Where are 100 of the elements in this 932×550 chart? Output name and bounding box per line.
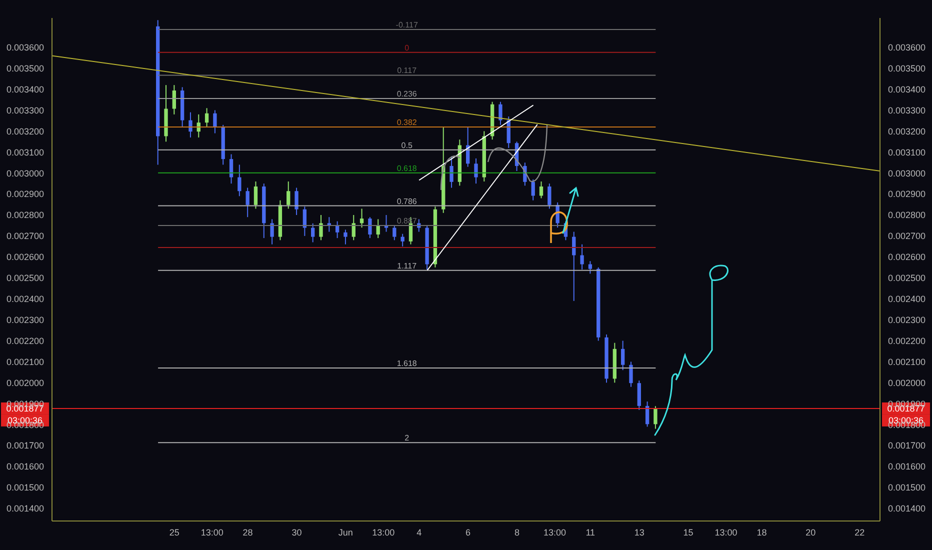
candlestick: [376, 218, 380, 239]
annotation: 0.618: [396, 164, 418, 173]
candlestick: [588, 260, 592, 274]
y2-tick-label: 0.002800: [888, 210, 926, 220]
y-tick-label: 0.002200: [6, 336, 44, 346]
y-tick-label: 0.002000: [6, 378, 44, 388]
candlestick: [498, 101, 502, 126]
y2-tick-label: 0.003500: [888, 63, 926, 74]
y2-tick-label: 0.003400: [888, 84, 926, 94]
y-tick-label: 0.003200: [6, 126, 44, 136]
y-tick-label: 0.003100: [6, 147, 44, 158]
x-tick-label: 30: [292, 527, 302, 538]
y-tick-label: 0.003300: [6, 105, 44, 116]
x-tick-label: 13:00: [372, 527, 395, 538]
y2-tick-label: 0.002000: [888, 378, 926, 388]
x-tick-label: Jun: [338, 527, 353, 538]
x-tick-label: 25: [169, 527, 180, 538]
candlestick: [474, 158, 478, 184]
y2-tick-label: 0.002300: [888, 314, 926, 325]
candlestick: [204, 108, 209, 128]
y-tick-label: 0.001500: [6, 482, 44, 493]
candlestick: [294, 187, 298, 216]
candlestick: [360, 208, 364, 228]
y-tick-label: 0.002600: [6, 252, 44, 262]
candlestick: [238, 164, 242, 197]
y2-tick-label: 0.003200: [888, 126, 926, 136]
x-tick-label: 8: [514, 527, 520, 538]
annotation: 1.618: [396, 359, 418, 368]
y-tick-label: 0.001600: [6, 462, 44, 472]
y-tick-label: 0.002900: [6, 189, 44, 200]
y2-tick-label: 0.003000: [888, 168, 926, 178]
y2-tick-label: 0.002600: [888, 252, 926, 262]
candlestick: [311, 222, 315, 243]
annotation: 0: [404, 43, 410, 52]
candlestick: [629, 361, 633, 388]
y-tick-label: 0.002400: [6, 294, 44, 304]
y-tick-label: 0.001700: [6, 440, 44, 451]
y-tick-label: 0.003500: [6, 63, 44, 74]
candlestick: [319, 214, 323, 241]
x-tick-label: 15: [683, 527, 694, 538]
y2-tick-label: 0.001500: [888, 482, 926, 493]
candlestick: [368, 216, 372, 239]
x-tick-label: 20: [806, 527, 816, 538]
y2-tick-label: 0.002400: [888, 294, 926, 304]
candlestick: [620, 340, 625, 371]
candlestick: [229, 154, 234, 184]
y2-tick-label: 0.001700: [888, 440, 926, 451]
candlestick: [392, 224, 396, 241]
y2-tick-label: 0.001400: [888, 504, 926, 514]
candlestick: [188, 112, 192, 138]
y-tick-label: 0.003600: [6, 42, 44, 53]
candlestick: [213, 110, 217, 134]
x-tick-label: 13: [634, 527, 644, 538]
annotation: 0.786: [396, 196, 418, 206]
candlestick: [580, 244, 584, 270]
y2-tick-label: 0.002700: [888, 231, 926, 242]
y2-tick-label: 0.001600: [888, 462, 926, 472]
annotation: 1.117: [397, 261, 418, 270]
candlestick: [352, 214, 356, 241]
y2-tick-label: 0.003100: [888, 147, 926, 158]
x-tick-label: 22: [854, 527, 865, 538]
y-tick-label: 0.003000: [6, 168, 44, 178]
y2-tick-label: 0.003300: [888, 105, 926, 116]
annotation: 0.5: [401, 140, 413, 150]
y-tick-label: 0.002100: [6, 356, 44, 367]
candlestick: [654, 406, 658, 430]
candlestick: [286, 180, 290, 210]
y-tick-label: 0.002300: [6, 314, 44, 325]
x-tick-label: 11: [586, 527, 596, 538]
x-tick-label: 6: [466, 527, 471, 538]
y-tick-label: 0.003400: [6, 84, 44, 94]
candlestick: [450, 156, 454, 188]
y2-tick-label: 0.002900: [888, 189, 926, 200]
y-tick-label: 0.002700: [6, 231, 44, 242]
annotation: -0.117: [396, 20, 418, 30]
candlestick: [302, 206, 307, 236]
y2-tick-label: 0.002500: [888, 273, 926, 284]
x-tick-label: 18: [756, 527, 767, 538]
candlestick: [637, 380, 641, 410]
annotation: 0.382: [396, 118, 418, 127]
candlestick: [344, 229, 348, 245]
y2-tick-label: 0.002200: [888, 336, 926, 346]
candlestick: [539, 180, 544, 199]
candlestick: [548, 183, 552, 210]
x-tick-label: 13:00: [200, 527, 224, 538]
y2-tick-label: 0.002100: [888, 356, 926, 367]
y2-tick-label: 0.003600: [888, 42, 926, 53]
annotation: 2: [404, 434, 410, 443]
candlestick: [254, 180, 258, 210]
candlestick: [531, 178, 535, 201]
x-tick-label: 28: [242, 527, 253, 538]
candlestick: [270, 218, 274, 245]
x-tick-label: 13:00: [543, 527, 566, 538]
candlestick: [400, 233, 404, 247]
y-tick-label: 0.001400: [6, 504, 44, 514]
candlestick: [246, 187, 250, 218]
y-tick-label: 0.002500: [6, 273, 44, 284]
annotation: 0.117: [397, 66, 418, 76]
x-tick-label: 13:00: [714, 527, 738, 538]
x-tick-label: 4: [416, 527, 422, 538]
